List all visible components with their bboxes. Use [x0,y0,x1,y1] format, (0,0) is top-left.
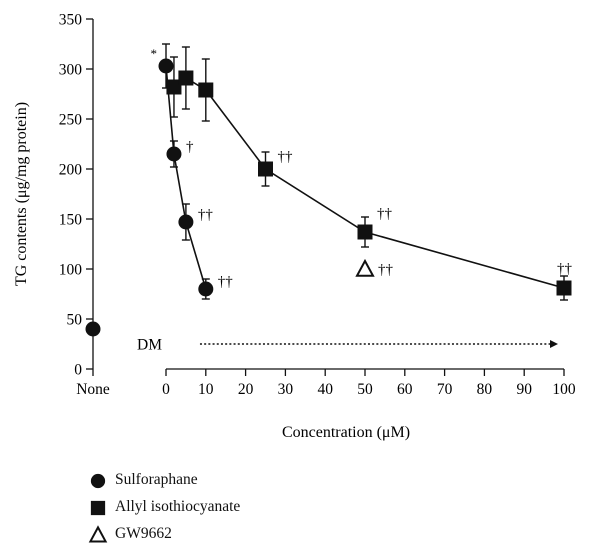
significance-label: †† [278,149,294,165]
x-tick-label: 100 [552,381,576,398]
legend-label: Sulforaphane [115,471,198,488]
dm-label: DM [137,337,162,354]
legend-marker [90,500,106,516]
series-allyl-isothiocyanate: †† †† †† [166,46,573,301]
chart-svg: 0 50 100 150 200 250 300 350 0 10 20 30 40 50 60 70 80 90… [13,12,576,442]
legend-symbol-gw9662 [88,525,108,543]
x-tick-label: 60 [397,381,413,398]
data-point [178,70,194,86]
data-point [198,281,214,297]
data-point [556,280,572,296]
significance-label: †† [218,274,234,290]
y-tick-label: 300 [59,62,83,79]
y-tick-label: 50 [67,312,83,329]
x-tick-label: 40 [317,381,333,398]
data-point [158,58,174,74]
x-tick-label-none: None [76,381,110,398]
data-point [198,82,214,98]
chart-marks: DM*††††††††††††† [85,43,573,354]
significance-label: †† [377,206,393,222]
significance-label: † [186,139,194,155]
dm-arrow-head [550,340,558,348]
x-tick-label: 10 [198,381,214,398]
legend-label: Allyl isothiocyanate [115,498,241,515]
y-tick-label: 350 [59,12,83,29]
data-point [357,224,373,240]
y-tick-label: 250 [59,112,83,129]
series-sulforaphane: *††††† [151,43,234,300]
x-tick-label: 30 [278,381,294,398]
legend-marker [90,473,106,489]
data-point [355,258,375,277]
x-axis-label: Concentration (μM) [282,424,410,441]
x-tick-label: 80 [477,381,493,398]
x-tick-label: 50 [357,381,373,398]
y-tick-label: 100 [59,262,83,279]
significance-label: †† [378,262,394,278]
legend-symbol-sulforaphane [90,473,106,489]
y-tick-label: 200 [59,162,83,179]
legend-label: GW9662 [115,525,172,542]
y-tick-label: 150 [59,212,83,229]
x-tick-label: 70 [437,381,453,398]
legend-marker [88,525,108,543]
data-point [178,214,194,230]
series-gw9662: †† [355,258,394,278]
series-line [173,77,565,289]
significance-label: * [151,46,158,61]
data-point [258,161,273,177]
y-axis-label: TG contents (μg/mg protein) [13,102,30,286]
significance-label: †† [557,261,573,277]
x-tick-label: 90 [516,381,532,398]
y-tick-label: 0 [74,362,82,379]
x-tick-label: 0 [162,381,170,398]
series-line [165,65,207,290]
x-tick-label: 20 [238,381,254,398]
significance-label: †† [198,207,214,223]
data-point [166,146,182,162]
data-point [166,79,182,95]
axes: 0 50 100 150 200 250 300 350 0 10 20 30 40 50 60 70 80 90… [59,12,576,399]
legend-symbol-allyl-isothiocyanate [90,500,106,516]
control-point [85,321,101,337]
